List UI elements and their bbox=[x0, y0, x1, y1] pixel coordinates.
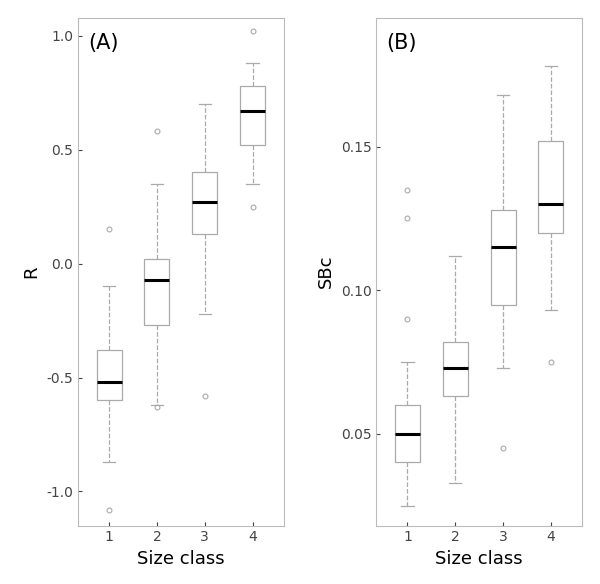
Y-axis label: SBc: SBc bbox=[317, 255, 335, 288]
Text: (B): (B) bbox=[386, 33, 417, 53]
PathPatch shape bbox=[145, 259, 169, 325]
X-axis label: Size class: Size class bbox=[137, 550, 224, 568]
PathPatch shape bbox=[193, 172, 217, 234]
PathPatch shape bbox=[240, 86, 265, 145]
PathPatch shape bbox=[395, 405, 420, 463]
PathPatch shape bbox=[538, 141, 563, 233]
PathPatch shape bbox=[443, 342, 467, 397]
Text: (A): (A) bbox=[88, 33, 119, 53]
Y-axis label: R: R bbox=[23, 265, 41, 278]
PathPatch shape bbox=[97, 350, 122, 400]
PathPatch shape bbox=[491, 210, 515, 305]
X-axis label: Size class: Size class bbox=[436, 550, 523, 568]
